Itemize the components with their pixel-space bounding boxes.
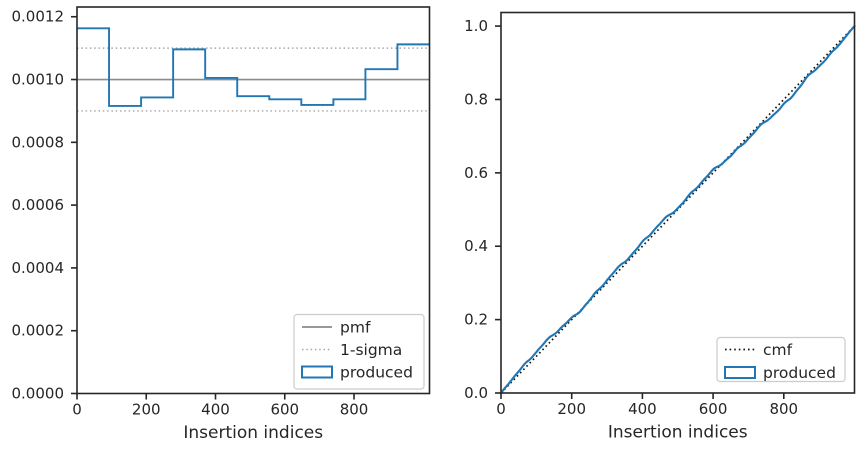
plot-right-spines xyxy=(500,11,856,394)
x-tick-label: 600 xyxy=(699,400,728,418)
y-tick-label: 0.0 xyxy=(464,384,488,402)
produced-cdf-line xyxy=(499,25,856,395)
x-tick-label: 600 xyxy=(270,401,299,419)
y-tick-label: 0.0000 xyxy=(12,385,65,403)
x-tick-label: 800 xyxy=(340,401,369,419)
cmf-line xyxy=(500,25,856,394)
produced-step-line xyxy=(77,27,430,107)
y-tick-label: 1.0 xyxy=(464,17,488,35)
x-tick-label: 200 xyxy=(557,400,586,418)
right-plot: 0 200 400 600 800 0.0 0.2 0.4 0.6 0.8 1.0 Insertion… xyxy=(464,11,856,443)
y-tick-label: 0.0012 xyxy=(12,8,65,26)
x-axis-label: Insertion indices xyxy=(608,423,748,443)
y-tick-label: 0.4 xyxy=(464,237,488,255)
plot-left-spines xyxy=(76,6,431,395)
y-tick-label: 0.8 xyxy=(464,90,488,108)
y-tick-label: 0.0006 xyxy=(12,196,65,214)
legend-label: cmf xyxy=(763,341,793,359)
x-tick-label: 400 xyxy=(628,400,657,418)
y-tick-label: 0.2 xyxy=(464,311,488,329)
x-tick-label: 400 xyxy=(201,401,230,419)
left-plot: 0 200 400 600 800 0.0000 0.0002 0.0004 0.0006 0.0… xyxy=(12,6,431,443)
x-tick-label: 0 xyxy=(72,401,82,419)
legend-label: 1-sigma xyxy=(340,341,402,359)
legend-label: produced xyxy=(763,364,836,382)
y-tick-label: 0.0008 xyxy=(12,133,65,151)
y-tick-label: 0.0004 xyxy=(12,259,65,277)
x-tick-label: 0 xyxy=(496,400,506,418)
legend-swatch-produced xyxy=(724,366,756,379)
y-tick-label: 0.0010 xyxy=(12,71,65,89)
legend-label: produced xyxy=(340,364,413,382)
x-axis-label: Insertion indices xyxy=(183,423,323,443)
legend-label: pmf xyxy=(340,319,371,337)
y-tick-label: 0.0002 xyxy=(12,322,65,340)
x-tick-label: 800 xyxy=(769,400,798,418)
y-tick-label: 0.6 xyxy=(464,164,488,182)
x-tick-label: 200 xyxy=(132,401,161,419)
legend-swatch-produced xyxy=(301,365,333,379)
